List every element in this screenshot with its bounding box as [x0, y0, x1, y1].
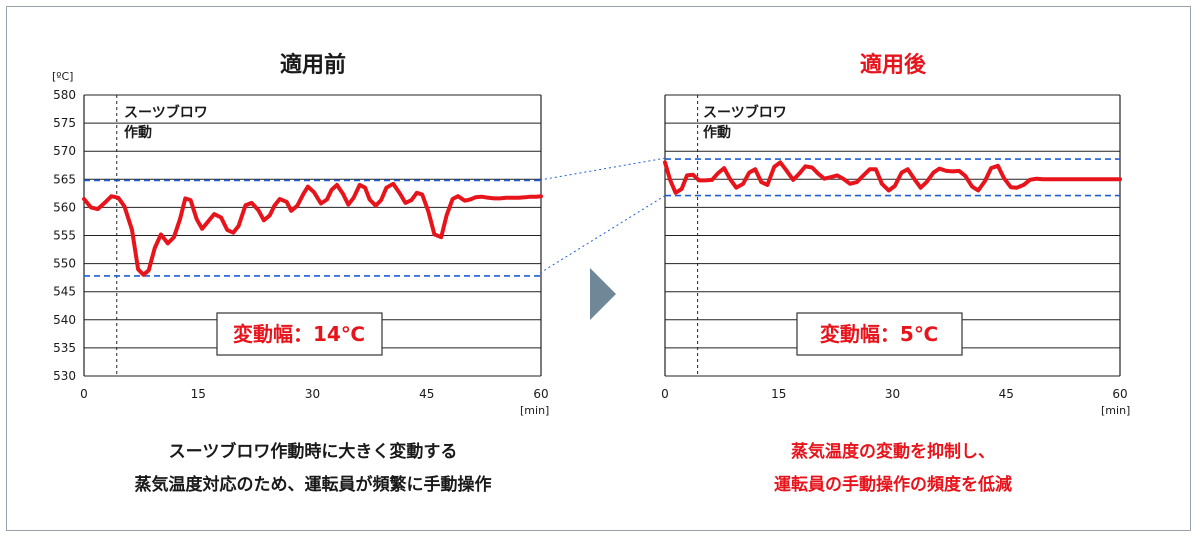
left-y-tick-label: 580: [53, 88, 76, 102]
right-variation-box: [796, 312, 963, 356]
left-event-label-2: 作動: [124, 124, 152, 141]
left-y-tick-label: 550: [53, 257, 76, 271]
left-title: 適用前: [280, 52, 346, 78]
left-x-tick-label: 15: [191, 387, 206, 401]
left-variation-box: [216, 312, 383, 356]
left-y-tick-label: 530: [53, 369, 76, 383]
right-caption-2: 運転員の手動操作の頻度を低減: [774, 474, 1012, 495]
left-x-unit: [min]: [520, 404, 549, 417]
left-x-tick-label: 60: [533, 387, 548, 401]
left-y-tick-label: 570: [53, 144, 76, 158]
right-x-tick-label: 0: [661, 387, 669, 401]
right-event-label-2: 作動: [703, 124, 731, 141]
left-y-tick-label: 535: [53, 341, 76, 355]
right-x-unit: [min]: [1101, 404, 1130, 417]
left-x-tick-label: 45: [419, 387, 434, 401]
left-y-tick-label: 545: [53, 285, 76, 299]
left-x-tick-label: 0: [80, 387, 88, 401]
left-y-tick-label: 575: [53, 116, 76, 130]
left-y-tick-label: 565: [53, 172, 76, 186]
left-y-unit: [ºC]: [52, 70, 73, 83]
connector-line-bottom: [539, 194, 667, 274]
right-caption-1: 蒸気温度の変動を抑制し、: [791, 441, 995, 462]
right-x-tick-label: 15: [771, 387, 786, 401]
right-title: 適用後: [860, 52, 927, 78]
left-variation-label: 変動幅：14℃: [233, 322, 365, 346]
left-event-label-1: スーツブロワ: [124, 104, 208, 121]
left-y-tick-label: 540: [53, 313, 76, 327]
right-x-tick-label: 45: [999, 387, 1014, 401]
left-caption-2: 蒸気温度対応のため、運転員が頻繁に手動操作: [135, 474, 492, 495]
connector-line-top: [539, 157, 667, 181]
right-variation-label: 変動幅：5℃: [820, 322, 938, 346]
right-x-tick-label: 60: [1112, 387, 1127, 401]
left-x-tick-label: 30: [305, 387, 320, 401]
left-y-tick-label: 555: [53, 229, 76, 243]
right-temperature-series: [663, 160, 1122, 195]
right-x-tick-label: 30: [885, 387, 900, 401]
transition-arrow-icon: [590, 268, 616, 320]
left-y-tick-label: 560: [53, 200, 76, 214]
left-temperature-series: [82, 181, 543, 277]
left-caption-1: スーツブロワ作動時に大きく変動する: [169, 441, 458, 462]
right-event-label-1: スーツブロワ: [703, 104, 787, 121]
